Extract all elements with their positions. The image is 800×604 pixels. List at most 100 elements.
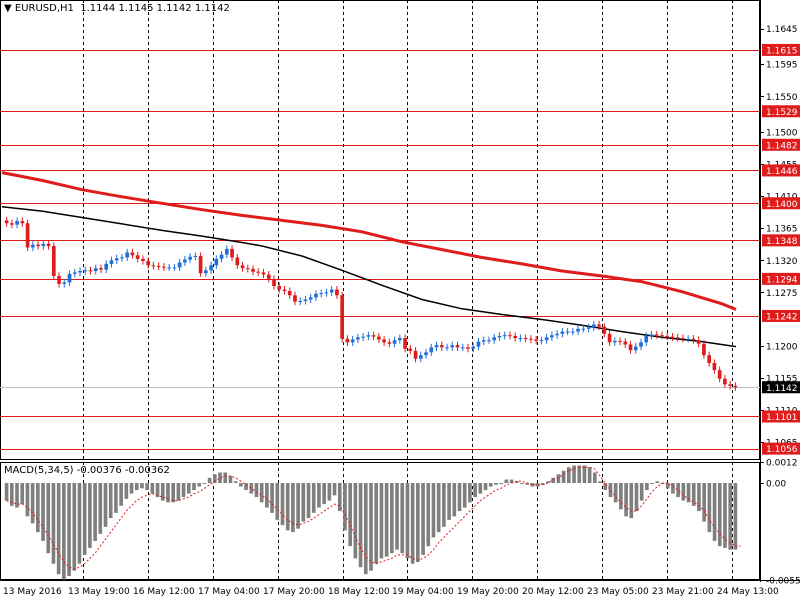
- macd-histogram-bar: [384, 483, 389, 557]
- macd-y-tick-label: 0.0012: [766, 459, 798, 469]
- candle-body: [209, 265, 213, 271]
- level-label-box: [762, 272, 800, 285]
- macd-histogram-bar: [20, 483, 25, 505]
- candle-body: [429, 347, 434, 353]
- candle-body: [707, 355, 711, 364]
- candle-body: [329, 289, 334, 293]
- candle-body: [356, 337, 360, 340]
- candle-body: [251, 268, 255, 272]
- level-label-box: [762, 442, 800, 455]
- macd-histogram-bar: [202, 483, 207, 485]
- candle-body: [534, 339, 538, 341]
- macd-histogram-bar: [587, 467, 592, 484]
- candle-body: [649, 334, 654, 336]
- macd-histogram-bar: [436, 483, 441, 533]
- level-label: 1.1615: [766, 46, 798, 56]
- macd-histogram-bar: [650, 483, 654, 485]
- candle-body: [366, 335, 371, 337]
- candle-body: [183, 259, 187, 263]
- macd-histogram-bar: [561, 470, 566, 484]
- x-tick-label: 20 May 12:00: [522, 587, 584, 597]
- macd-histogram-bar: [717, 483, 722, 547]
- macd-histogram-bar: [82, 483, 87, 555]
- macd-histogram-bar: [213, 474, 217, 484]
- candle-body: [439, 345, 444, 348]
- candle-body: [518, 338, 523, 340]
- candle-body: [717, 370, 722, 379]
- macd-histogram-bar: [259, 483, 264, 503]
- candle-body: [282, 289, 287, 291]
- x-tick-label: 23 May 05:00: [587, 587, 649, 597]
- candle-body: [639, 342, 643, 347]
- candle-body: [156, 266, 161, 268]
- macd-histogram-bar: [374, 483, 379, 564]
- macd-histogram-bar: [468, 483, 472, 503]
- macd-histogram-bar: [46, 483, 51, 554]
- macd-y-tick-label: -0.00553: [766, 577, 800, 587]
- candle-body: [691, 338, 696, 341]
- candle-body: [151, 265, 156, 267]
- candle-body: [508, 335, 512, 337]
- candle-body: [245, 268, 250, 270]
- macd-histogram-bar: [119, 483, 123, 506]
- macd-histogram-bar: [551, 477, 556, 484]
- candle-body: [4, 220, 9, 224]
- candle-body: [204, 270, 208, 274]
- candle-body: [314, 293, 318, 298]
- candle-body: [424, 352, 428, 356]
- candle-body: [377, 336, 381, 340]
- candle-body: [272, 278, 276, 286]
- macd-histogram-bar: [129, 483, 134, 494]
- candle-body: [219, 254, 224, 259]
- macd-histogram-bar: [577, 465, 582, 484]
- macd-histogram-bar: [431, 483, 436, 538]
- macd-label: MACD(5,34,5) -0.00376 -0.00362: [4, 465, 170, 476]
- level-label-box: [762, 309, 800, 322]
- dropdown-arrow-icon[interactable]: ▼: [4, 3, 12, 14]
- macd-histogram-bar: [400, 483, 405, 554]
- x-tick-label: 17 May 04:00: [198, 587, 260, 597]
- candle-body: [93, 268, 98, 272]
- macd-histogram-bar: [520, 483, 524, 485]
- candle-body: [413, 350, 418, 359]
- candle-body: [298, 300, 303, 302]
- current-price-label: 1.1142: [766, 384, 798, 394]
- macd-histogram-bar: [712, 483, 717, 541]
- macd-histogram-bar: [332, 483, 337, 496]
- candle-body: [230, 248, 234, 258]
- y-tick-label: 1.1645: [766, 25, 798, 35]
- macd-histogram-bar: [697, 483, 701, 512]
- candle-body: [20, 221, 25, 224]
- candle-body: [293, 295, 297, 302]
- candle-body: [177, 262, 182, 268]
- candle-body: [513, 335, 518, 339]
- candle-body: [492, 337, 497, 341]
- moving-average-black-line: [1, 206, 737, 348]
- macd-histogram-bar: [457, 483, 462, 512]
- macd-histogram-bar: [181, 483, 186, 498]
- macd-histogram-bar: [353, 483, 358, 559]
- candle-body: [398, 338, 402, 341]
- candle-body: [466, 347, 470, 349]
- level-label-box: [762, 164, 800, 177]
- candle-body: [728, 384, 732, 386]
- candle-body: [78, 271, 82, 273]
- candle-body: [162, 266, 166, 268]
- candle-body: [434, 345, 439, 348]
- macd-histogram-bar: [416, 483, 420, 562]
- macd-signal-line: [6, 466, 741, 570]
- candle-body: [31, 244, 35, 248]
- candle-body: [350, 339, 355, 343]
- candle-body: [15, 221, 19, 225]
- macd-histogram-bar: [369, 483, 373, 571]
- macd-histogram-bar: [343, 483, 347, 531]
- macd-histogram-bar: [275, 483, 280, 520]
- macd-histogram-bar: [410, 483, 415, 564]
- macd-histogram-bar: [593, 472, 597, 484]
- macd-histogram-bar: [114, 483, 118, 513]
- macd-histogram-bar: [676, 483, 680, 498]
- macd-histogram-bar: [311, 483, 316, 513]
- macd-histogram-bar: [634, 483, 639, 512]
- candle-body: [25, 223, 30, 248]
- macd-histogram-bar: [9, 483, 14, 506]
